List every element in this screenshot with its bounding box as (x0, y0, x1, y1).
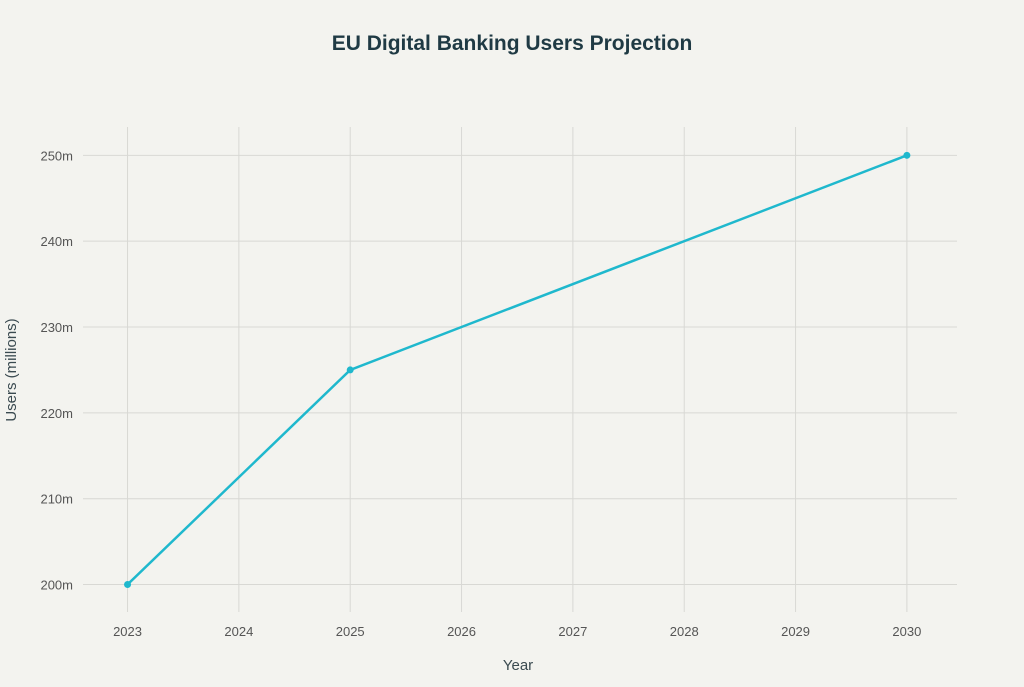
x-tick-label: 2024 (224, 624, 253, 639)
x-tick-label: 2030 (892, 624, 921, 639)
y-tick-label: 210m (40, 492, 73, 507)
data-point (346, 366, 354, 374)
y-tick-label: 200m (40, 578, 73, 593)
x-tick-label: 2026 (447, 624, 476, 639)
x-tick-label: 2028 (670, 624, 699, 639)
x-axis-label: Year (503, 657, 533, 674)
data-point (124, 581, 132, 589)
x-tick-label: 2027 (558, 624, 587, 639)
data-point (903, 151, 911, 159)
y-axis-label: Users (millions) (3, 318, 20, 421)
y-tick-label: 250m (40, 148, 73, 163)
y-tick-label: 240m (40, 234, 73, 249)
y-tick-label: 220m (40, 406, 73, 421)
x-tick-label: 2029 (781, 624, 810, 639)
series-line (126, 154, 908, 586)
x-tick-label: 2023 (113, 624, 142, 639)
chart-title: EU Digital Banking Users Projection (332, 32, 693, 55)
y-tick-label: 230m (40, 320, 73, 335)
x-tick-label: 2025 (336, 624, 365, 639)
